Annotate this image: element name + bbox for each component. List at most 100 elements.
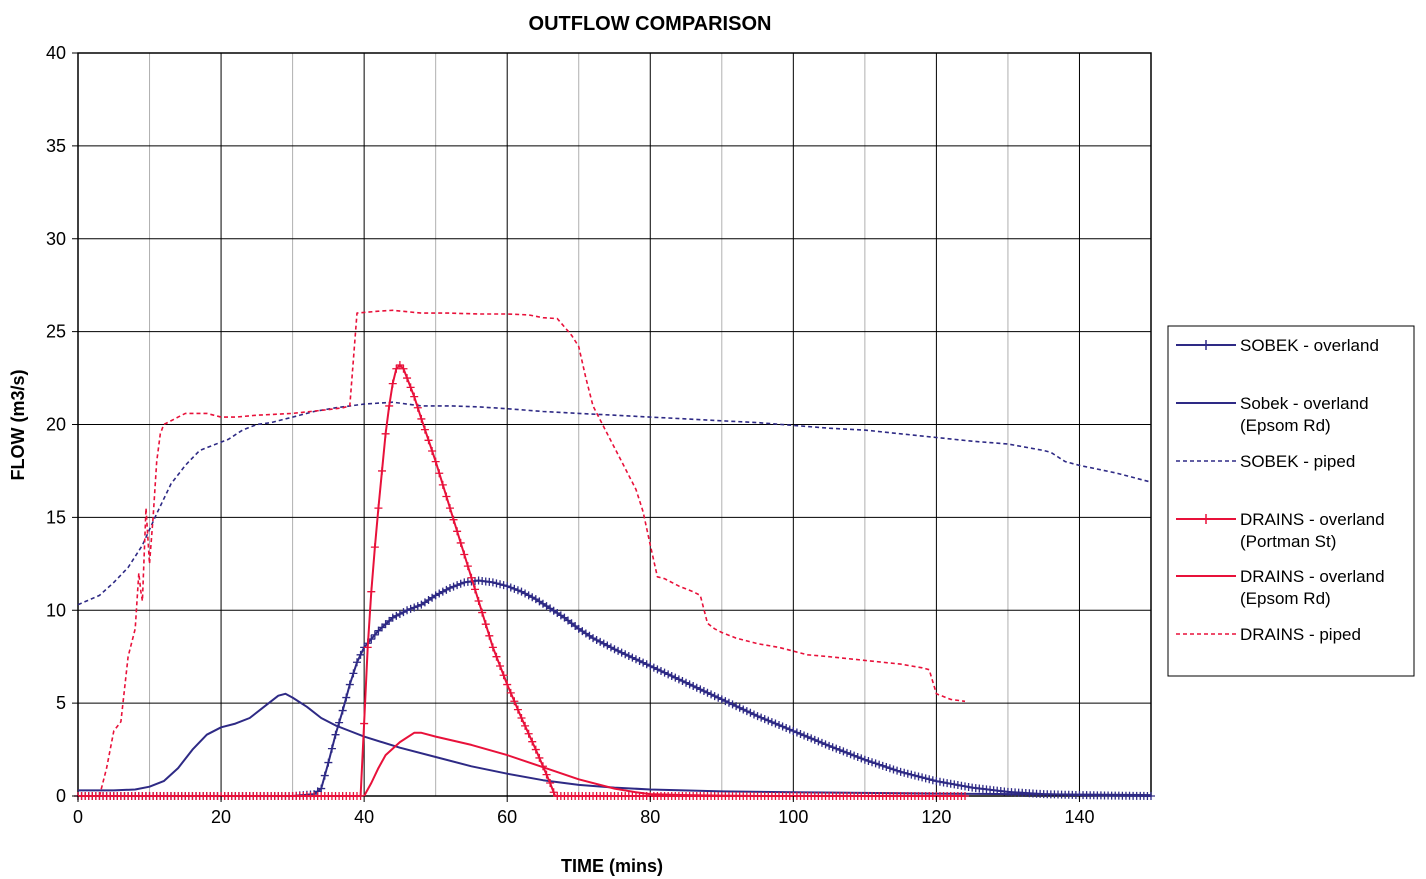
data-point-marker <box>456 579 465 588</box>
y-tick-label: 0 <box>56 786 66 806</box>
data-point-marker <box>631 655 640 664</box>
tick-labels: 0 20 40 60 80 100 120 140 0 5 10 15 20 25 30 35 40 <box>46 43 1095 827</box>
data-point-marker <box>338 706 347 715</box>
data-point-marker <box>395 361 404 370</box>
data-point-marker <box>499 581 508 590</box>
data-point-marker <box>438 480 447 489</box>
data-point-marker <box>406 604 415 613</box>
data-point-marker <box>395 609 404 618</box>
data-point-marker <box>356 792 365 800</box>
data-point-marker <box>910 771 919 780</box>
data-point-marker <box>485 631 494 640</box>
data-point-marker <box>932 777 941 786</box>
data-point-marker <box>914 772 923 781</box>
legend-item-drains-overland-portman-st: DRAINS - overland (Portman St) <box>1176 510 1385 551</box>
data-point-marker <box>789 726 798 735</box>
data-point-marker <box>471 585 480 594</box>
data-point-marker <box>832 744 841 753</box>
data-point-marker <box>335 718 344 727</box>
data-point-marker <box>374 504 383 513</box>
data-point-marker <box>510 697 519 706</box>
data-point-marker <box>410 603 419 612</box>
data-point-marker <box>764 716 773 725</box>
data-point-marker <box>692 683 701 692</box>
data-point-marker <box>724 698 733 707</box>
data-point-marker <box>517 713 526 722</box>
data-point-marker <box>678 677 687 686</box>
data-point-marker <box>521 721 530 730</box>
legend-item-drains-piped: DRAINS - piped <box>1176 625 1361 644</box>
data-point-marker <box>403 374 412 383</box>
data-point-marker <box>345 680 354 689</box>
grid <box>78 53 1151 796</box>
data-point-marker <box>435 469 444 478</box>
data-point-marker <box>442 492 451 501</box>
data-point-marker <box>685 680 694 689</box>
data-point-marker <box>510 584 519 593</box>
data-point-marker <box>653 665 662 674</box>
x-tick-label: 120 <box>921 807 951 827</box>
data-point-marker <box>803 732 812 741</box>
data-point-marker <box>531 745 540 754</box>
data-point-marker <box>660 668 669 677</box>
data-point-marker <box>674 675 683 684</box>
data-point-marker <box>746 708 755 717</box>
data-point-marker <box>807 734 816 743</box>
data-point-marker <box>435 589 444 598</box>
x-tick-label: 0 <box>73 807 83 827</box>
data-point-marker <box>442 585 451 594</box>
data-point-marker <box>635 656 644 665</box>
data-point-marker <box>864 756 873 765</box>
data-point-marker <box>921 774 930 783</box>
data-point-marker <box>757 713 766 722</box>
data-point-marker <box>628 653 637 662</box>
data-point-marker <box>363 643 372 652</box>
data-point-marker <box>524 729 533 738</box>
data-point-marker <box>775 721 784 730</box>
data-point-marker <box>428 446 437 455</box>
data-point-marker <box>453 527 462 536</box>
data-point-marker <box>506 688 515 697</box>
data-point-marker <box>456 538 465 547</box>
data-point-marker <box>646 661 655 670</box>
data-point-marker <box>753 712 762 721</box>
data-point-marker <box>842 748 851 757</box>
series-line <box>98 309 966 797</box>
data-point-marker <box>857 754 866 763</box>
data-point-marker <box>624 651 633 660</box>
data-point-marker <box>868 758 877 767</box>
data-point-marker <box>317 784 326 793</box>
data-point-marker <box>356 650 365 659</box>
data-point-marker <box>392 611 401 620</box>
x-tick-label: 100 <box>778 807 808 827</box>
data-point-marker <box>406 383 415 392</box>
data-point-marker <box>760 715 769 724</box>
data-point-marker <box>639 658 648 667</box>
data-point-marker <box>749 710 758 719</box>
legend-item-sobek-piped: SOBEK - piped <box>1176 452 1355 471</box>
data-point-marker <box>431 457 440 466</box>
data-point-marker <box>492 579 501 588</box>
data-point-marker <box>360 719 369 728</box>
data-point-marker <box>935 777 944 786</box>
data-point-marker <box>621 650 630 659</box>
data-point-marker <box>785 725 794 734</box>
chart-title: OUTFLOW COMPARISON <box>529 13 772 35</box>
data-point-marker <box>896 767 905 776</box>
data-point-marker <box>893 766 902 775</box>
data-point-marker <box>503 582 512 591</box>
data-point-marker <box>399 608 408 617</box>
legend-label: DRAINS - piped <box>1240 625 1361 644</box>
data-point-marker <box>589 634 598 643</box>
data-point-marker <box>907 770 916 779</box>
legend-item-drains-overland-epsom-rd: DRAINS - overland (Epsom Rd) <box>1176 567 1385 608</box>
x-axis-label: TIME (mins) <box>561 856 663 876</box>
data-point-marker <box>767 718 776 727</box>
data-point-marker <box>410 392 419 401</box>
data-point-marker <box>606 643 615 652</box>
legend-label: Sobek - overland <box>1240 394 1369 413</box>
x-tick-label: 80 <box>640 807 660 827</box>
data-point-marker <box>961 792 970 800</box>
data-point-marker <box>370 630 379 639</box>
